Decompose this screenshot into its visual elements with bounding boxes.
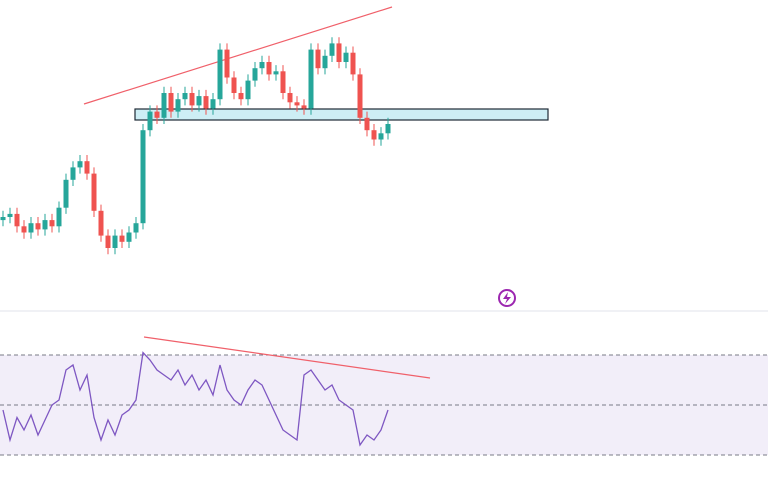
candle-body — [385, 124, 391, 134]
candle-body — [196, 96, 202, 106]
candle-body — [252, 68, 258, 81]
candle-body — [182, 93, 188, 100]
candle-body — [77, 161, 83, 168]
candle-body — [7, 213, 13, 217]
candle-body — [161, 93, 167, 118]
alert-icon[interactable] — [498, 289, 516, 307]
candle-body — [105, 235, 111, 248]
candle-body — [175, 99, 181, 112]
candle-body — [84, 161, 90, 174]
candle-body — [98, 210, 104, 236]
candle-body — [28, 223, 34, 233]
candle-body — [308, 49, 314, 109]
candle-body — [42, 220, 48, 230]
candle-body — [357, 74, 363, 118]
candle-body — [336, 43, 342, 62]
candle-body — [70, 167, 76, 180]
candle-body — [35, 223, 41, 230]
candle-body — [238, 93, 244, 100]
candle-body — [343, 52, 349, 62]
candle-body — [224, 49, 230, 78]
candle-body — [294, 102, 300, 106]
candle-body — [315, 49, 321, 69]
candle-body — [371, 130, 377, 140]
candle-body — [112, 235, 118, 248]
trend-line — [83, 6, 393, 105]
candle-body — [245, 80, 251, 100]
rsi-line — [2, 351, 389, 447]
candle-body — [203, 96, 209, 109]
candle-body — [266, 62, 272, 75]
candle-body — [329, 43, 335, 56]
candle-body — [217, 49, 223, 100]
candle-body — [210, 99, 216, 109]
candle-body — [133, 223, 139, 233]
candle-body — [231, 77, 237, 93]
candle-body — [287, 93, 293, 103]
candle-body — [119, 235, 125, 242]
candle-body — [168, 93, 174, 112]
candle-body — [189, 93, 195, 106]
candle-body — [91, 173, 97, 211]
candle-body — [259, 62, 265, 69]
candle-body — [322, 55, 328, 69]
candle-body — [0, 217, 6, 221]
candle-body — [14, 213, 20, 227]
candle-body — [301, 105, 307, 109]
support-zone — [134, 108, 549, 121]
candle-body — [21, 226, 27, 233]
candle-body — [280, 71, 286, 93]
candle-body — [364, 117, 370, 131]
trend-line — [143, 336, 431, 379]
candle-body — [56, 207, 62, 227]
candle-body — [140, 130, 146, 224]
candle-body — [49, 220, 55, 227]
rsi-pane — [0, 351, 768, 456]
candle-body — [350, 52, 356, 75]
candle-body — [378, 133, 384, 140]
candle-body — [154, 111, 160, 118]
candle-body — [63, 179, 69, 208]
candle-body — [147, 111, 153, 131]
price-pane — [0, 37, 391, 255]
candle-body — [126, 232, 132, 242]
candle-body — [273, 71, 279, 75]
